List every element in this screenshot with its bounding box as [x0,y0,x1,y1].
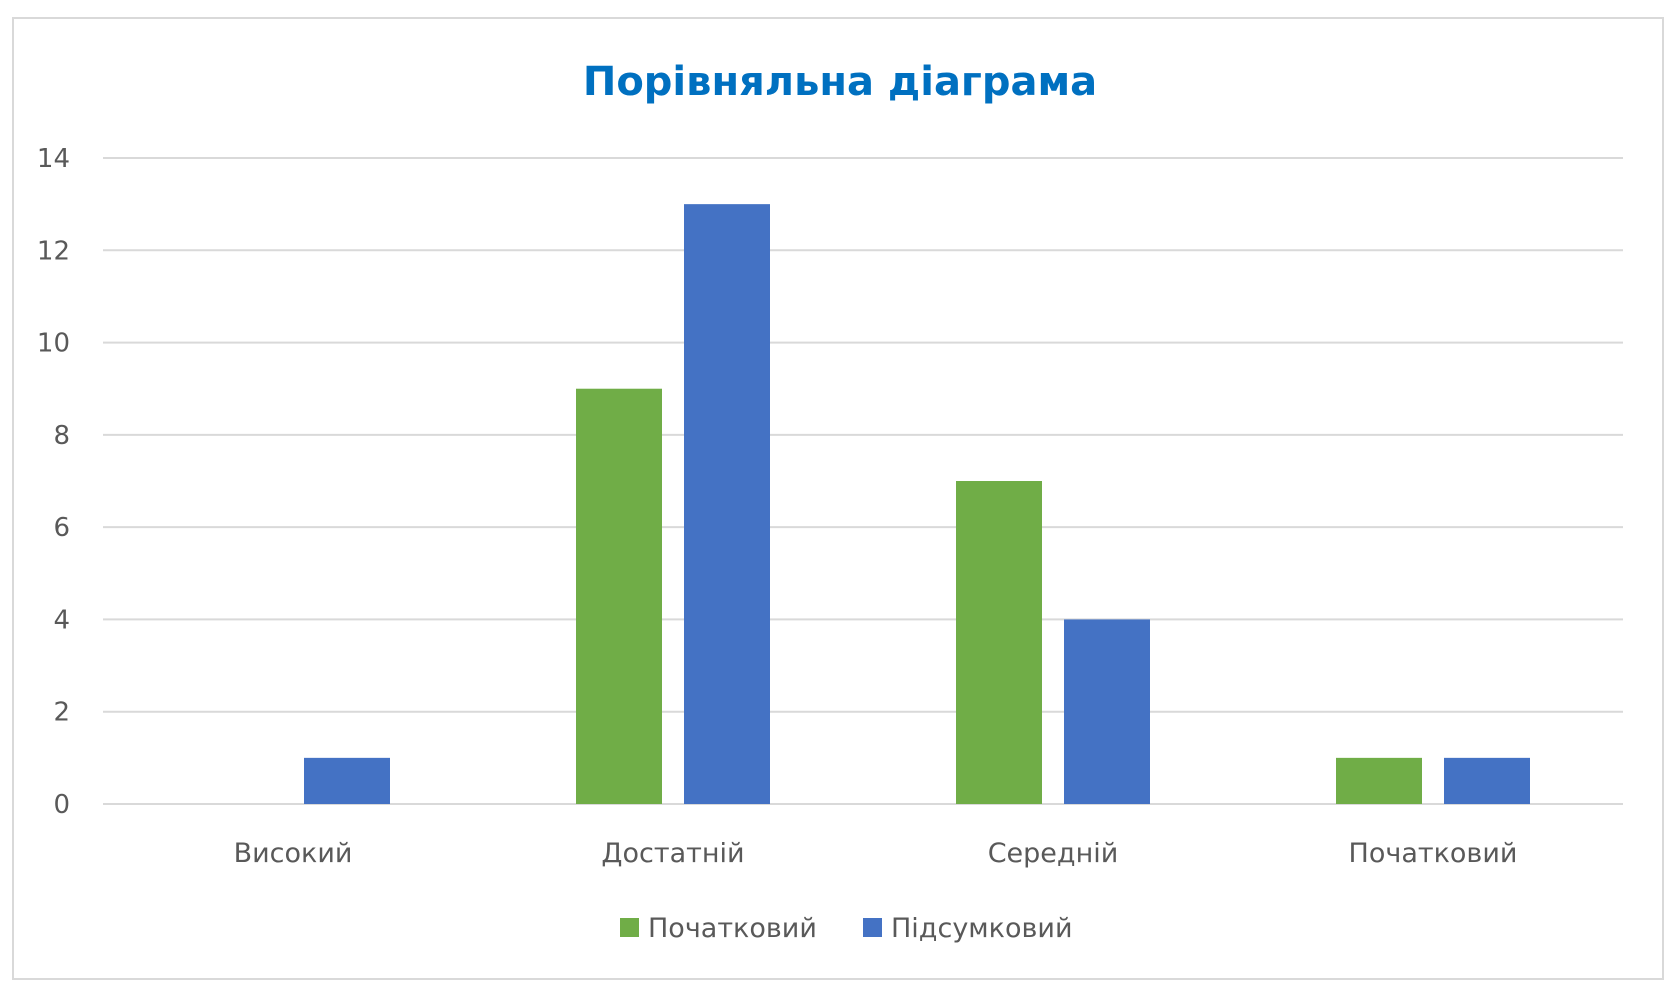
bar-pidsumkovyi-3 [1444,757,1530,804]
y-tick-label: 14 [37,144,70,174]
legend-swatch [863,918,882,937]
y-tick-label: 0 [53,790,70,820]
legend-label: Початковий [648,913,817,944]
y-tick-label: 4 [53,605,70,635]
bar-pochatkovyi-1 [576,388,662,804]
y-tick-label: 8 [53,421,70,451]
y-tick-label: 6 [53,513,70,543]
chart-title: Порівняльна діаграма [583,59,1097,105]
x-category-label: Високий [234,838,353,869]
bar-pidsumkovyi-0 [304,757,390,804]
y-tick-label: 2 [53,698,70,728]
x-category-label: Середній [988,838,1119,869]
y-axis-ticks: 0 2 4 6 8 10 12 14 [37,144,70,820]
x-axis-labels: Високий Достатній Середній Початковий [234,838,1518,869]
chart-frame [12,17,1664,980]
bar-pochatkovyi-2 [956,481,1042,804]
bar-pochatkovyi-3 [1336,757,1422,804]
legend: Початковий Підсумковий [620,913,1073,944]
x-category-label: Початковий [1349,838,1518,869]
bar-pidsumkovyi-1 [684,204,770,805]
gridlines [103,157,1623,805]
legend-swatch [620,918,639,937]
y-tick-label: 10 [37,329,70,359]
bars [304,204,1530,805]
bar-pidsumkovyi-2 [1064,619,1150,804]
y-tick-label: 12 [37,236,70,266]
x-category-label: Достатній [601,838,744,869]
legend-label: Підсумковий [891,913,1073,944]
